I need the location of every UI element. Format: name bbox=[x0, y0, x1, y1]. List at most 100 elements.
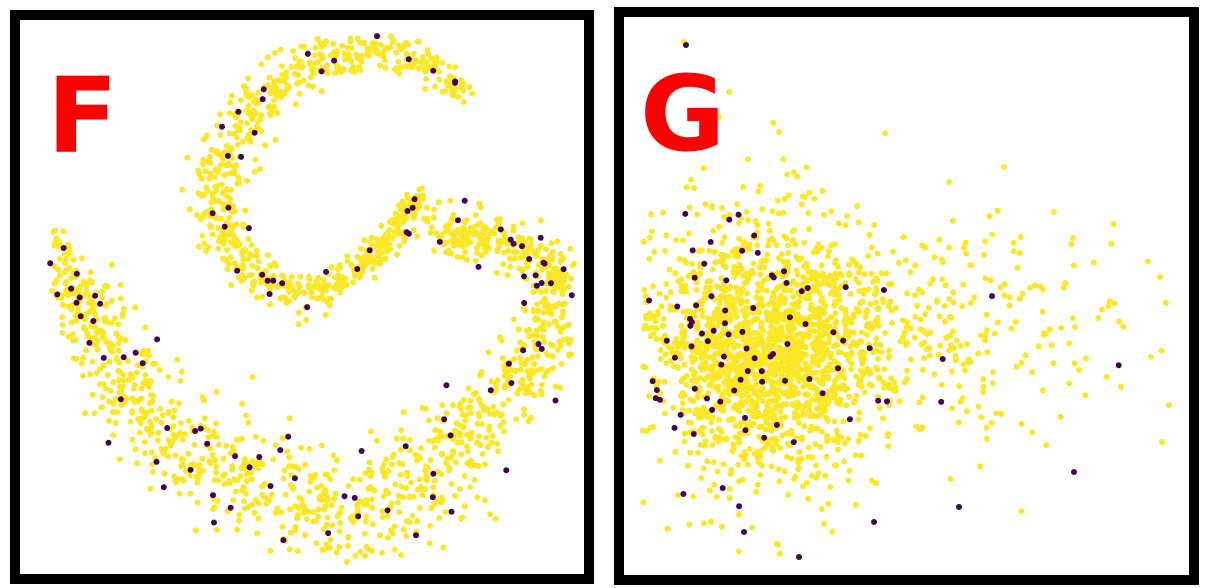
scatter-point bbox=[506, 367, 512, 374]
scatter-point bbox=[552, 383, 559, 390]
scatter-point bbox=[424, 59, 430, 66]
scatter-point bbox=[178, 455, 185, 462]
scatter-point bbox=[319, 547, 326, 553]
scatter-point bbox=[450, 402, 456, 408]
scatter-point bbox=[538, 345, 545, 352]
scatter-point bbox=[315, 506, 322, 513]
scatter-point bbox=[507, 263, 514, 270]
scatter-point bbox=[716, 296, 723, 303]
scatter-point bbox=[1058, 324, 1064, 331]
scatter-point bbox=[699, 312, 706, 319]
scatter-point bbox=[519, 220, 526, 227]
scatter-point bbox=[467, 484, 474, 490]
scatter-point bbox=[552, 318, 559, 325]
scatter-point bbox=[237, 97, 244, 104]
scatter-point bbox=[520, 347, 527, 354]
scatter-point bbox=[110, 379, 117, 386]
scatter-point bbox=[567, 336, 574, 343]
scatter-point bbox=[294, 547, 301, 554]
scatter-point bbox=[462, 248, 469, 255]
scatter-point bbox=[714, 468, 721, 475]
scatter-point bbox=[396, 70, 403, 77]
scatter-point bbox=[494, 377, 501, 384]
scatter-point bbox=[815, 470, 822, 477]
scatter-point bbox=[818, 356, 825, 363]
scatter-point bbox=[430, 470, 437, 477]
scatter-point bbox=[734, 246, 741, 252]
scatter-point bbox=[846, 270, 853, 277]
scatter-point bbox=[199, 455, 206, 462]
scatter-point bbox=[855, 269, 862, 276]
scatter-point bbox=[759, 206, 766, 213]
scatter-point bbox=[715, 425, 722, 432]
scatter-point bbox=[781, 353, 788, 360]
scatter-point bbox=[389, 461, 395, 468]
scatter-point bbox=[997, 284, 1004, 291]
scatter-point bbox=[702, 342, 709, 349]
scatter-point bbox=[811, 195, 818, 202]
scatter-point bbox=[314, 36, 321, 43]
scatter-point bbox=[714, 322, 721, 329]
scatter-point bbox=[267, 483, 274, 489]
scatter-point bbox=[935, 351, 942, 358]
scatter-point bbox=[750, 260, 757, 267]
scatter-point bbox=[873, 288, 880, 295]
scatter-point bbox=[331, 467, 338, 474]
scatter-point bbox=[455, 217, 461, 224]
scatter-point bbox=[837, 401, 844, 407]
scatter-point bbox=[434, 415, 441, 422]
scatter-point bbox=[776, 298, 783, 305]
scatter-point bbox=[453, 420, 460, 427]
scatter-point bbox=[240, 498, 247, 505]
scatter-point bbox=[709, 406, 716, 413]
scatter-point bbox=[639, 427, 646, 434]
scatter-point bbox=[737, 350, 744, 357]
scatter-point bbox=[323, 287, 330, 294]
scatter-point bbox=[1001, 281, 1008, 288]
scatter-point bbox=[861, 349, 868, 356]
scatter-point bbox=[214, 122, 221, 129]
scatter-point bbox=[359, 52, 366, 59]
scatter-point bbox=[431, 477, 438, 484]
scatter-point bbox=[486, 423, 493, 430]
scatter-point bbox=[88, 298, 95, 305]
scatter-point bbox=[130, 385, 137, 392]
scatter-point bbox=[394, 251, 401, 258]
scatter-point bbox=[753, 316, 760, 323]
scatter-point bbox=[534, 301, 541, 308]
scatter-point bbox=[793, 267, 800, 274]
scatter-point bbox=[559, 291, 566, 298]
scatter-point bbox=[192, 428, 199, 434]
scatter-point bbox=[798, 201, 805, 208]
scatter-point bbox=[809, 396, 816, 403]
scatter-point bbox=[104, 319, 111, 326]
scatter-point bbox=[352, 68, 358, 75]
scatter-point bbox=[78, 255, 85, 262]
scatter-point bbox=[350, 279, 357, 286]
scatter-point bbox=[246, 250, 253, 257]
scatter-point bbox=[132, 446, 139, 453]
scatter-point bbox=[986, 213, 993, 220]
scatter-point bbox=[105, 439, 112, 446]
scatter-point bbox=[249, 458, 256, 465]
scatter-point bbox=[683, 381, 690, 388]
scatter-point bbox=[744, 368, 751, 374]
scatter-point bbox=[1039, 387, 1046, 394]
scatter-point bbox=[861, 389, 868, 396]
scatter-point bbox=[435, 68, 442, 75]
scatter-point bbox=[987, 277, 994, 284]
scatter-point bbox=[213, 469, 220, 476]
scatter-point bbox=[148, 449, 155, 456]
scatter-point bbox=[723, 436, 730, 443]
scatter-point bbox=[331, 274, 338, 281]
scatter-point bbox=[379, 514, 386, 521]
scatter-point bbox=[301, 503, 308, 510]
scatter-point bbox=[942, 282, 949, 289]
scatter-point bbox=[457, 400, 464, 407]
scatter-point bbox=[785, 491, 792, 498]
scatter-point bbox=[823, 453, 830, 460]
scatter-point bbox=[179, 461, 186, 468]
scatter-point bbox=[99, 288, 106, 295]
scatter-point bbox=[277, 46, 284, 53]
scatter-point bbox=[1019, 290, 1026, 297]
